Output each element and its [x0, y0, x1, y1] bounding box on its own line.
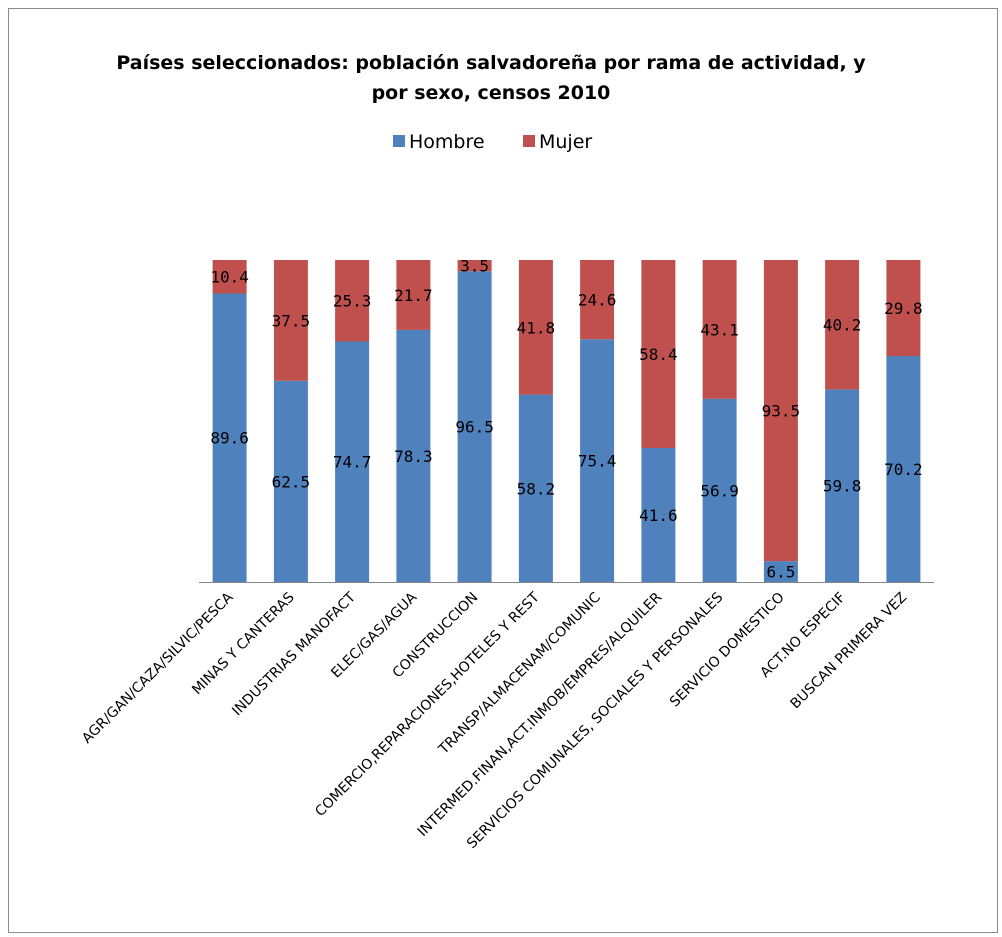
value-label-mujer-11: 40.2 — [823, 316, 862, 335]
bar-hombre-7 — [580, 339, 615, 582]
value-label-mujer-12: 29.8 — [884, 299, 923, 318]
value-label-mujer-10: 93.5 — [762, 402, 801, 421]
bar-group — [212, 260, 921, 583]
bar-mujer-12 — [886, 260, 921, 356]
value-label-hombre-8: 41.6 — [639, 506, 678, 525]
bar-mujer-10 — [763, 260, 798, 562]
value-label-hombre-3: 74.7 — [333, 453, 372, 472]
value-label-mujer-6: 41.8 — [517, 318, 556, 337]
bar-mujer-1 — [212, 260, 247, 294]
value-label-hombre-4: 78.3 — [394, 447, 433, 466]
bar-mujer-9 — [702, 260, 737, 399]
category-label-10: SERVICIO DOMESTICO — [667, 590, 788, 711]
bar-mujer-2 — [273, 260, 308, 381]
category-label-6: COMERCIO,REPARACIONES,HOTELES Y REST — [312, 589, 543, 820]
bar-hombre-11 — [825, 389, 860, 582]
bar-hombre-9 — [702, 398, 737, 582]
value-label-hombre-10: 6.5 — [766, 563, 795, 582]
bar-mujer-11 — [825, 260, 860, 390]
bar-hombre-6 — [518, 394, 553, 582]
category-label-3: INDUSTRIAS MANOFACT — [229, 589, 359, 719]
bar-mujer-6 — [518, 260, 553, 395]
legend-swatch-mujer — [523, 135, 535, 147]
value-label-hombre-1: 89.6 — [210, 429, 249, 448]
category-label-2: MINAS Y CANTERAS — [189, 589, 298, 698]
bar-hombre-2 — [273, 380, 308, 583]
value-label-mujer-5: 3.5 — [460, 257, 489, 276]
value-label-hombre-7: 75.4 — [578, 452, 617, 471]
legend-label-hombre: Hombre — [409, 131, 485, 153]
chart-title-line-1: Países seleccionados: población salvador… — [116, 52, 866, 74]
bar-hombre-4 — [396, 329, 431, 582]
category-label-12: BUSCAN PRIMERA VEZ — [788, 590, 911, 713]
value-label-mujer-8: 58.4 — [639, 345, 678, 364]
value-label-mujer-1: 10.4 — [210, 268, 249, 287]
value-label-mujer-9: 43.1 — [700, 320, 739, 339]
value-label-hombre-9: 56.9 — [700, 481, 739, 500]
bar-hombre-5 — [457, 271, 492, 582]
bar-hombre-1 — [212, 293, 247, 582]
bar-mujer-3 — [335, 260, 370, 342]
value-label-hombre-5: 96.5 — [455, 418, 494, 437]
bar-mujer-7 — [580, 260, 615, 340]
value-label-mujer-3: 25.3 — [333, 292, 372, 311]
chart-frame: Países seleccionados: población salvador… — [8, 8, 998, 933]
stacked-bar-chart: Países seleccionados: población salvador… — [79, 52, 934, 852]
value-label-mujer-2: 37.5 — [272, 311, 311, 330]
value-label-hombre-6: 58.2 — [517, 479, 556, 498]
bar-mujer-4 — [396, 260, 431, 330]
bar-hombre-3 — [335, 341, 370, 582]
value-label-mujer-4: 21.7 — [394, 286, 433, 305]
value-label-group: 89.6 10.4 62.5 37.5 74.7 25.3 78.3 21.7 96.5 3.5 5… — [210, 257, 922, 582]
bar-hombre-12 — [886, 356, 921, 582]
bar-hombre-10 — [763, 561, 798, 582]
value-label-hombre-12: 70.2 — [884, 460, 923, 479]
bar-mujer-5 — [457, 260, 492, 272]
bar-hombre-8 — [641, 448, 676, 582]
legend: Hombre Mujer — [393, 131, 592, 153]
value-label-mujer-7: 24.6 — [578, 291, 617, 310]
value-label-hombre-11: 59.8 — [823, 477, 862, 496]
legend-swatch-hombre — [393, 135, 405, 147]
chart-title-line-2: por sexo, censos 2010 — [372, 82, 611, 104]
bar-mujer-8 — [641, 260, 676, 448]
value-label-hombre-2: 62.5 — [272, 472, 311, 491]
legend-label-mujer: Mujer — [539, 131, 592, 153]
